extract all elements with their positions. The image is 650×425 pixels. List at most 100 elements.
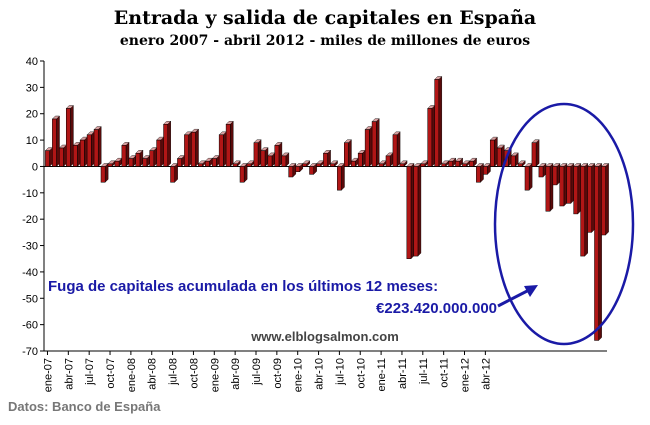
bar <box>281 152 290 167</box>
bar <box>107 160 116 167</box>
bar <box>385 152 394 167</box>
bar <box>420 160 429 167</box>
x-tick-label: oct-09 <box>272 358 284 389</box>
bar-side <box>605 162 609 236</box>
bar-front <box>267 155 273 167</box>
x-tick-label: oct-11 <box>439 358 451 388</box>
bar-front <box>538 166 544 178</box>
bar <box>288 162 297 178</box>
bar <box>559 162 568 207</box>
bar <box>225 120 234 167</box>
bar-front <box>239 166 245 183</box>
y-tick-label: -10 <box>22 188 38 200</box>
bar <box>587 162 596 233</box>
bar-front <box>253 142 259 167</box>
bar <box>163 120 172 167</box>
bar <box>86 131 95 167</box>
bar-front <box>489 139 495 167</box>
bar-front <box>601 166 606 236</box>
bar-front <box>65 108 71 167</box>
bar-front <box>149 150 155 167</box>
bar-front <box>406 166 412 259</box>
y-tick-label: 0 <box>32 161 38 173</box>
bar-front <box>114 160 120 167</box>
x-tick-label: oct-08 <box>188 358 200 389</box>
bar <box>371 118 380 167</box>
bar-front <box>510 155 516 167</box>
bar <box>44 147 54 167</box>
bar <box>336 162 345 191</box>
bar-front <box>295 166 301 172</box>
bar-front <box>323 153 328 167</box>
bar <box>149 147 158 167</box>
bar-front <box>337 166 342 191</box>
bar-front <box>184 134 189 167</box>
bar-front <box>121 145 127 167</box>
chart-title: Entrada y salida de capitales en España <box>114 7 536 29</box>
bar <box>545 162 554 212</box>
bar-front <box>462 163 467 167</box>
x-tick-label: jul-11 <box>418 358 430 385</box>
bar <box>482 162 491 175</box>
bar <box>399 160 408 167</box>
y-tick-label: -30 <box>22 241 38 253</box>
source-note: Datos: Banco de España <box>8 399 161 414</box>
bar-front <box>545 166 551 212</box>
bar <box>211 155 220 167</box>
bar <box>156 136 165 167</box>
bar-side <box>341 162 345 191</box>
bar <box>176 155 186 167</box>
bar-front <box>364 129 370 167</box>
y-tick-label: -40 <box>22 267 38 279</box>
bar-front <box>531 142 537 167</box>
bar-front <box>476 166 481 183</box>
bar <box>594 162 603 341</box>
bar-front <box>594 166 599 341</box>
bar <box>448 157 457 167</box>
bar <box>274 141 283 167</box>
bar <box>413 162 422 257</box>
bar <box>121 141 130 167</box>
y-tick-label: 40 <box>26 56 38 68</box>
bar-front <box>211 158 217 167</box>
bar-front <box>371 121 377 167</box>
bar <box>267 152 276 167</box>
chart-subtitle: enero 2007 - abril 2012 - miles de millo… <box>120 33 530 49</box>
bar <box>475 162 484 183</box>
bar <box>204 157 213 167</box>
bar <box>183 131 193 167</box>
bar-front <box>288 166 294 178</box>
bar-side <box>417 162 422 257</box>
bar <box>190 128 200 167</box>
bar <box>65 104 74 167</box>
bar <box>197 160 206 167</box>
bar <box>246 160 255 167</box>
bar-front <box>309 166 314 175</box>
bar <box>142 155 151 167</box>
bar-front <box>580 166 586 257</box>
bar <box>531 139 540 167</box>
bar-side <box>535 139 540 167</box>
bar-side <box>396 131 401 167</box>
bar <box>218 131 227 167</box>
bar-front <box>496 147 502 167</box>
bar <box>58 144 67 167</box>
bar-front <box>281 155 287 167</box>
y-tick-label: -60 <box>22 320 38 332</box>
bar-front <box>59 147 64 167</box>
x-tick-label: abr-10 <box>314 358 326 390</box>
bar-front <box>399 163 405 167</box>
bar <box>329 160 339 167</box>
annotation-line-1: Fuga de capitales acumulada en los últim… <box>48 278 438 295</box>
bar-front <box>79 139 85 167</box>
bar <box>93 126 102 167</box>
bar-front <box>107 163 113 167</box>
bar-front <box>587 166 592 233</box>
bar-front <box>72 145 78 167</box>
bar-front <box>135 153 141 167</box>
bar <box>538 162 547 178</box>
bar-front <box>448 160 453 167</box>
x-tick-label: abr-07 <box>63 358 75 390</box>
bar <box>51 115 60 167</box>
